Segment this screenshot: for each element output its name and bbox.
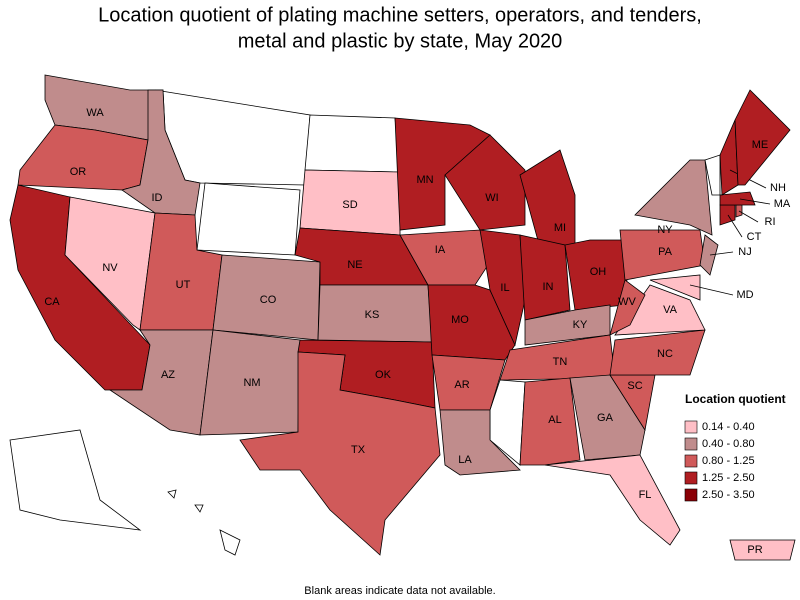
state-label: UT [176,279,191,291]
state-label: CA [44,296,60,308]
state-label: CO [260,294,277,306]
state-label: TN [553,356,568,368]
state-label: NH [770,182,786,194]
state [9,429,142,531]
state-label: NC [657,348,673,360]
state-label: WV [618,296,636,308]
legend-swatch [684,437,698,451]
state [304,114,401,173]
state [719,191,756,206]
state [399,229,491,286]
leader-line [709,251,734,256]
state-label: OH [590,266,607,278]
legend: Location quotient 0.14 - 0.40 0.40 - 0.80… [684,392,786,502]
state-label: WA [86,107,104,119]
states: WA OR CA NV ID UT AZ CO NM SD NE KS OK TX MN IA MO AR LA WI… [9,74,796,561]
no-data-states [9,89,721,556]
state [699,234,719,276]
state [194,504,204,513]
state [439,409,521,476]
state-label: SC [627,380,642,392]
legend-label: 0.40 - 0.80 [702,438,755,450]
state-label: KS [365,309,380,321]
state-label: NV [102,262,118,274]
legend-swatch [684,488,698,502]
state-label: MO [451,314,469,326]
title-line: metal and plastic by state, May 2020 [238,30,563,52]
state-label: NY [657,224,673,236]
state-label: VA [663,304,678,316]
state-label: OK [375,369,392,381]
state [444,134,526,231]
state [734,89,791,186]
state-label: MI [554,222,566,234]
state [519,377,581,466]
state [239,351,441,556]
legend-label: 0.14 - 0.40 [702,421,755,433]
state-label: FL [639,489,652,501]
state-label: IL [500,282,509,294]
state-label: RI [765,216,776,228]
state-label: ME [752,139,769,151]
state [649,274,701,301]
state [729,539,796,561]
state-label: AR [454,379,469,391]
state-label: WI [485,192,498,204]
state-label: CT [747,231,762,243]
state-label: IN [543,281,554,293]
state-label: KY [573,319,588,331]
state [196,182,301,256]
state-label: OR [70,166,87,178]
legend-swatch [684,454,698,468]
leader-line [689,284,734,296]
state-label: MN [416,174,433,186]
state-label: NM [243,377,260,389]
state-label: TX [351,444,366,456]
state-label: SD [342,199,357,211]
leader-line [727,214,743,238]
leader-line [738,210,759,223]
state-label: LA [458,454,472,466]
state [219,529,241,556]
state [609,329,706,376]
state-label: ID [152,192,163,204]
legend-swatch [684,471,698,485]
state-label: AZ [161,369,175,381]
state [167,489,177,499]
state-label: GA [597,412,614,424]
state [634,159,713,236]
state-label: NE [347,259,362,271]
state-label: PR [747,544,762,556]
state-label: PA [658,246,673,258]
state-label: NJ [738,246,751,258]
state-label: MD [736,289,753,301]
state [479,229,526,347]
state [519,149,576,249]
state [524,304,611,346]
title-line: Location quotient of plating machine set… [98,4,702,26]
legend-label: 2.50 - 3.50 [702,489,755,501]
legend-label: 1.25 - 2.50 [702,472,755,484]
legend-label: 0.80 - 1.25 [702,455,755,467]
footnote: Blank areas indicate data not available. [304,585,495,597]
legend-swatch [684,420,698,434]
state [544,454,681,546]
state [609,279,646,336]
state-label: MA [774,198,791,210]
state [64,196,156,331]
state-label: IA [435,244,446,256]
state [569,374,646,461]
state-label: AL [548,414,561,426]
legend-title: Location quotient [685,392,786,406]
leader-line [739,198,771,205]
state [519,234,571,321]
